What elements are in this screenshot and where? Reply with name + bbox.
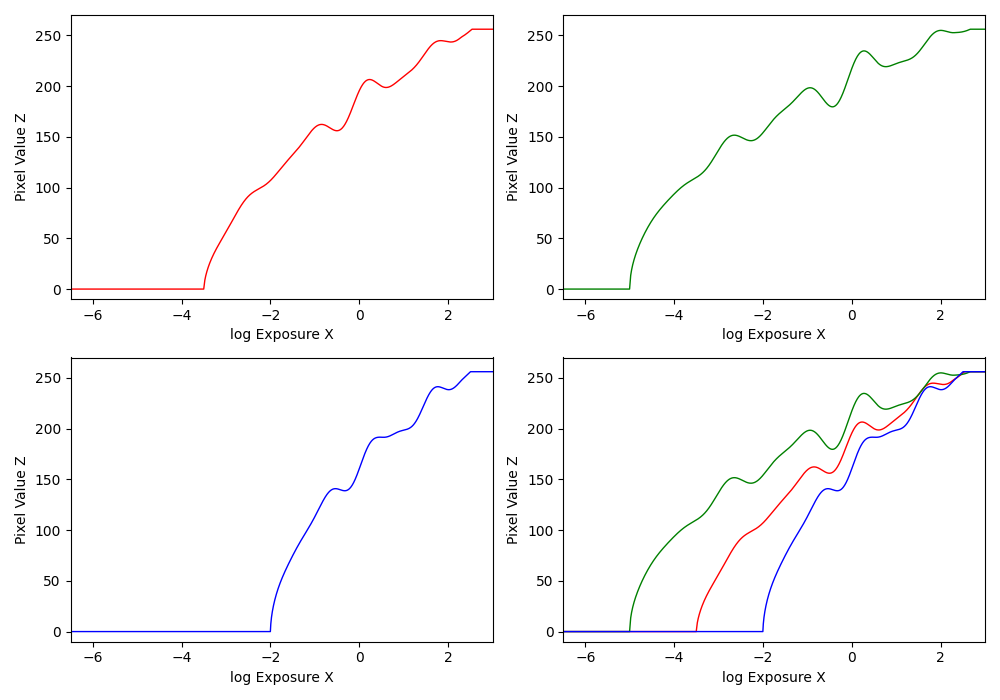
- Y-axis label: Pixel Value Z: Pixel Value Z: [15, 455, 29, 544]
- Y-axis label: Pixel Value Z: Pixel Value Z: [508, 455, 522, 544]
- X-axis label: log Exposure X: log Exposure X: [722, 328, 826, 342]
- X-axis label: log Exposure X: log Exposure X: [230, 328, 333, 342]
- X-axis label: log Exposure X: log Exposure X: [722, 671, 826, 685]
- Y-axis label: Pixel Value Z: Pixel Value Z: [508, 113, 522, 202]
- X-axis label: log Exposure X: log Exposure X: [230, 671, 333, 685]
- Y-axis label: Pixel Value Z: Pixel Value Z: [15, 113, 29, 202]
